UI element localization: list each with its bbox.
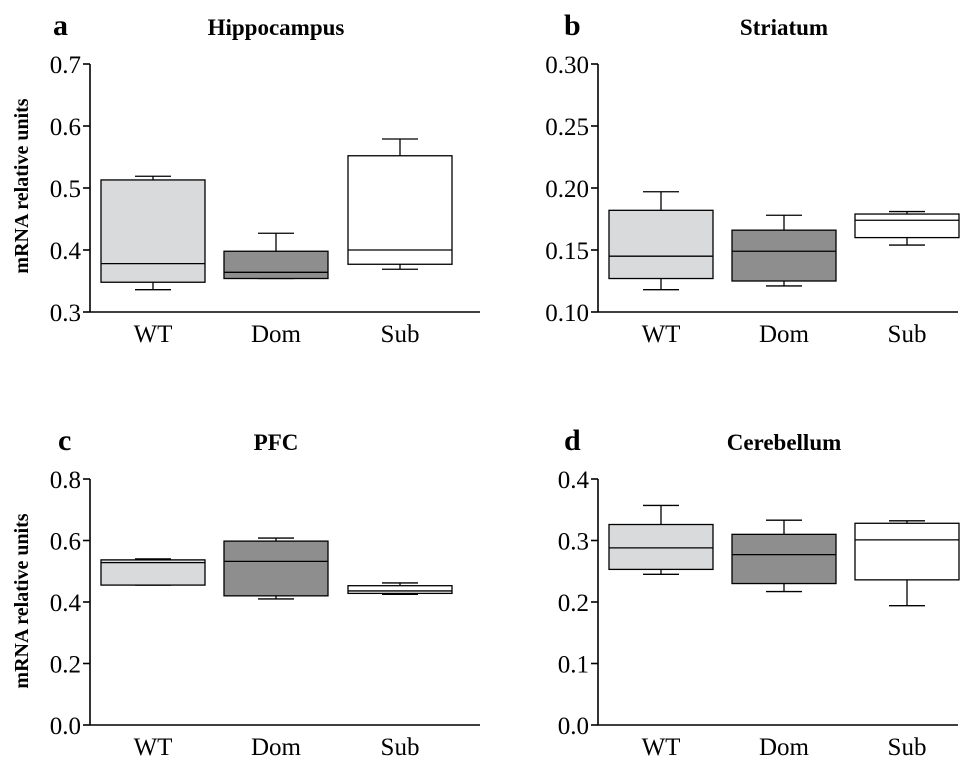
- x-category-label: WT: [642, 734, 681, 760]
- box-sub: [347, 582, 453, 595]
- panel-a: a Hippocampus mRNA relative units 0.3 0.4 0.5…: [11, 9, 480, 348]
- y-tick-label: 0.15: [545, 238, 589, 265]
- x-category-label: Dom: [251, 734, 302, 760]
- iqr-box: [100, 559, 206, 586]
- iqr-box: [608, 523, 714, 571]
- y-tick-label: 0.4: [558, 467, 590, 494]
- iqr-box: [223, 250, 329, 280]
- box-sub: [854, 520, 960, 607]
- y-tick-label: 0.10: [545, 300, 589, 327]
- panel-b: b Striatum 0.10 0.15 0.20 0.25 0.30 WT Dom Sub: [545, 9, 960, 348]
- panel-letter: c: [58, 424, 71, 457]
- x-category-label: WT: [134, 321, 173, 348]
- panel-title: Cerebellum: [727, 430, 842, 455]
- box-dom: [223, 537, 329, 600]
- x-category-label: Sub: [888, 734, 927, 760]
- y-axis-label: mRNA relative units: [11, 513, 33, 688]
- iqr-box: [223, 540, 329, 597]
- panel-c: c PFC mRNA relative units 0.0 0.2 0.4 0.6 0.8 WT…: [11, 424, 480, 760]
- box-dom: [223, 232, 329, 280]
- y-tick-label: 0.4: [50, 238, 82, 265]
- y-tick-label: 0.1: [558, 652, 589, 679]
- y-tick-label: 0.8: [50, 467, 81, 494]
- panel-letter: d: [564, 424, 581, 457]
- box-wt: [608, 191, 714, 291]
- box-sub: [854, 210, 960, 246]
- iqr-box: [731, 229, 837, 282]
- y-tick-label: 0.2: [558, 590, 589, 617]
- y-tick-label: 0.5: [50, 176, 81, 203]
- panel-title: PFC: [254, 430, 299, 455]
- y-tick-label: 0.4: [50, 590, 82, 617]
- iqr-box: [100, 179, 206, 283]
- x-category-label: WT: [642, 321, 681, 348]
- iqr-box: [731, 533, 837, 585]
- x-category-label: WT: [134, 734, 173, 760]
- iqr-box: [854, 522, 960, 581]
- y-tick-label: 0.2: [50, 652, 81, 679]
- y-tick-label: 0.7: [50, 52, 81, 79]
- x-category-label: Dom: [759, 321, 810, 348]
- y-tick-label: 0.3: [50, 300, 81, 327]
- box-dom: [731, 214, 837, 287]
- y-axis-label: mRNA relative units: [11, 98, 33, 273]
- y-tick-label: 0.6: [50, 529, 81, 556]
- y-tick-label: 0.0: [50, 713, 81, 740]
- panel-title: Hippocampus: [208, 15, 345, 40]
- y-tick-label: 0.20: [545, 176, 589, 203]
- box-wt: [608, 504, 714, 575]
- y-tick-label: 0.3: [558, 529, 589, 556]
- panel-d: d Cerebellum 0.0 0.1 0.2 0.3 0.4 WT Dom Sub: [558, 424, 960, 760]
- x-category-label: Sub: [381, 734, 420, 760]
- box-wt: [100, 175, 206, 291]
- panel-title: Striatum: [740, 15, 828, 40]
- y-tick-label: 0.25: [545, 114, 589, 141]
- x-category-label: Sub: [381, 321, 420, 348]
- panel-letter: b: [564, 9, 581, 42]
- x-category-label: Dom: [251, 321, 302, 348]
- x-category-label: Sub: [888, 321, 927, 348]
- y-tick-label: 0.0: [558, 713, 589, 740]
- iqr-box: [608, 209, 714, 280]
- iqr-box: [347, 585, 453, 595]
- iqr-box: [347, 155, 453, 265]
- box-dom: [731, 519, 837, 593]
- panel-letter: a: [53, 9, 68, 42]
- iqr-box: [854, 213, 960, 239]
- box-sub: [347, 138, 453, 270]
- y-tick-label: 0.30: [545, 52, 589, 79]
- box-wt: [100, 558, 206, 586]
- y-tick-label: 0.6: [50, 114, 81, 141]
- x-category-label: Dom: [759, 734, 810, 760]
